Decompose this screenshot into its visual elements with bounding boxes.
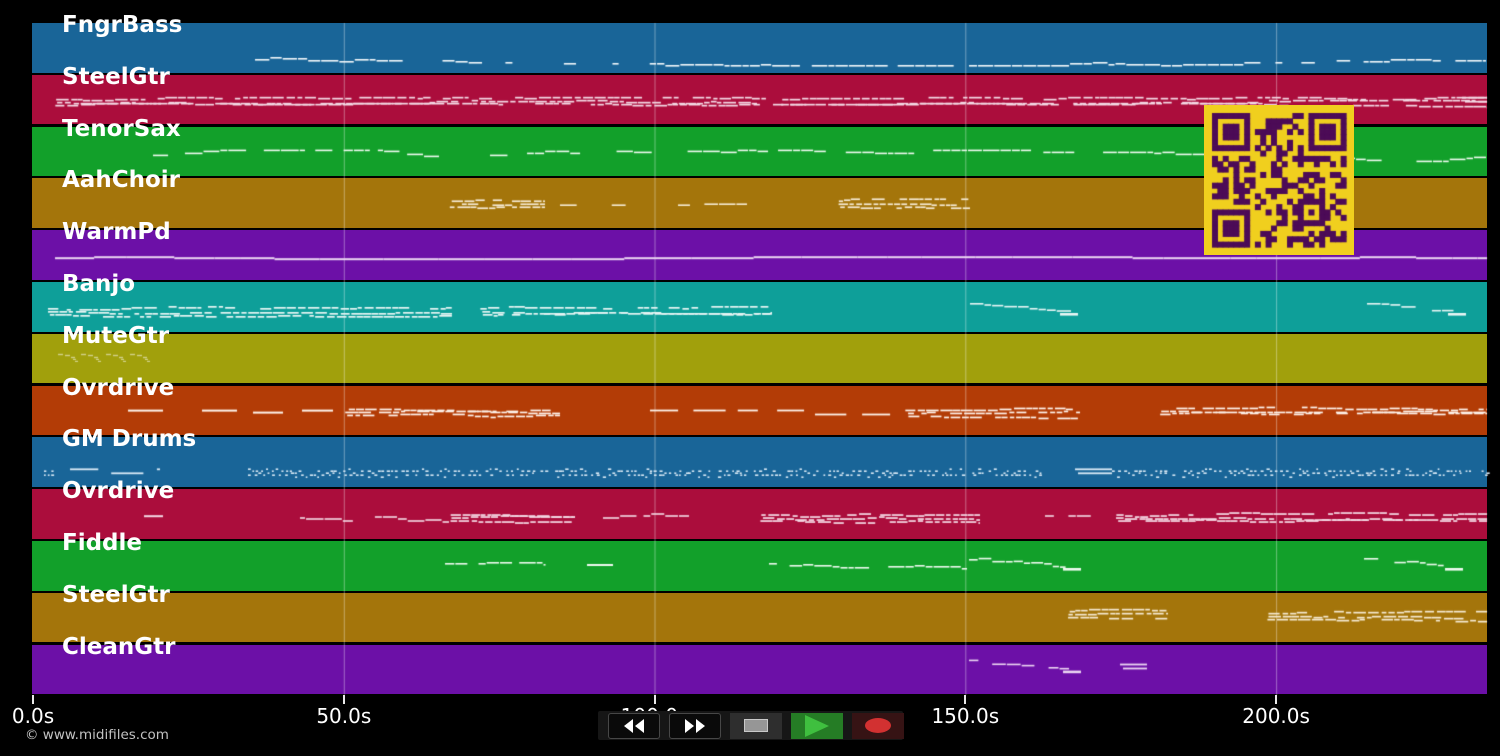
watermark: © www.midifiles.com [25,727,169,743]
axis-tick [342,695,345,704]
record-button[interactable] [852,712,904,739]
track-label: Ovrdrive [62,478,175,505]
stop-button[interactable] [730,712,782,739]
stop-icon [744,719,768,732]
axis-tick-label: 150.0s [931,704,1000,728]
rewind-icon [624,718,644,733]
track-label: WarmPd [62,219,171,246]
play-button[interactable] [791,712,843,739]
track-label: Ovrdrive [62,374,175,401]
axis-tick-label: 200.0s [1242,704,1310,728]
axis-tick-label: 50.0s [316,704,372,728]
axis-tick [1275,695,1278,704]
track-label: FngrBass [62,12,183,38]
track-label: AahChoir [62,167,180,194]
rewind-button[interactable] [608,712,660,739]
record-icon [865,718,891,733]
axis-tick [653,695,656,704]
track-label: TenorSax [62,115,181,142]
transport-bar [598,711,904,740]
track-label: GM Drums [62,426,197,453]
fast-forward-icon [685,718,705,733]
axis-tick [32,695,34,704]
track-label: Banjo [62,271,136,297]
track-label: CleanGtr [62,633,176,660]
axis-tick-label: 0.0s [11,704,55,728]
play-icon [805,714,829,737]
track-label: Fiddle [62,530,143,556]
track-label: SteelGtr [62,581,170,608]
axis-tick [964,695,967,704]
track-label: MuteGtr [62,322,170,349]
fast-forward-button[interactable] [669,712,721,739]
qr-code [1204,105,1354,255]
track-label: SteelGtr [62,63,170,90]
